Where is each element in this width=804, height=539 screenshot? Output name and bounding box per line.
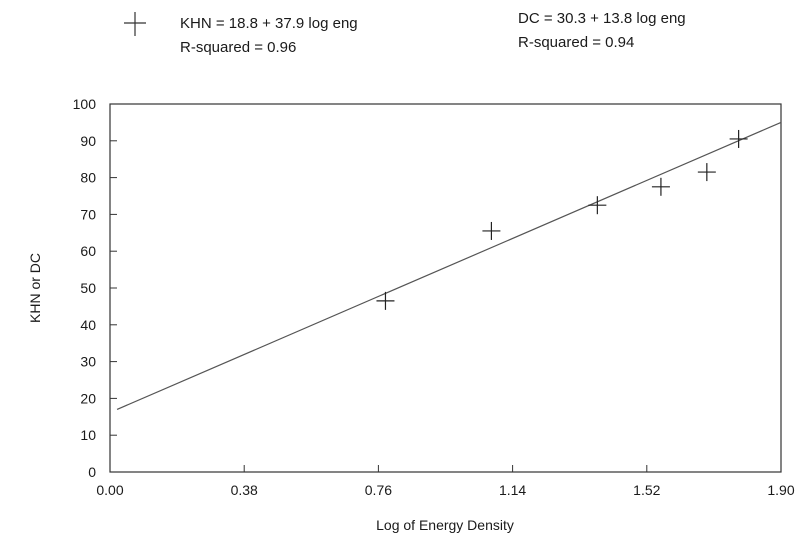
data-point [588, 196, 607, 215]
data-points [376, 129, 748, 310]
x-axis-label: Log of Energy Density [376, 517, 514, 533]
y-tick-label: 100 [73, 96, 97, 112]
x-tick-label: 0.76 [365, 482, 392, 498]
y-tick-label: 80 [80, 170, 96, 186]
x-tick-label: 1.90 [767, 482, 794, 498]
legend-khn-rsquared: R-squared = 0.96 [180, 39, 296, 56]
fit-line-group [116, 121, 782, 410]
fit-line [116, 121, 782, 410]
x-axis: 0.00 0.38 0.76 1.14 1.52 1.90 [96, 465, 795, 498]
data-point [697, 163, 716, 182]
legend-dc-rsquared: R-squared = 0.94 [518, 34, 634, 51]
plot-frame [109, 103, 782, 473]
y-tick-label: 40 [80, 317, 96, 333]
data-point [376, 291, 395, 310]
data-point [482, 221, 501, 240]
y-tick-label: 0 [88, 464, 96, 480]
x-tick-label: 0.00 [96, 482, 123, 498]
data-point [651, 177, 670, 196]
x-tick-label: 0.38 [231, 482, 258, 498]
y-tick-label: 90 [80, 133, 96, 149]
legend-dc-equation: DC = 30.3 + 13.8 log eng [518, 10, 686, 27]
y-tick-label: 10 [80, 427, 96, 443]
legend: KHN = 18.8 + 37.9 log eng R-squared = 0.… [124, 10, 686, 56]
x-tick-label: 1.52 [633, 482, 660, 498]
y-axis: 0 10 20 30 40 50 60 70 80 90 100 [73, 96, 117, 480]
data-point [729, 129, 748, 148]
y-tick-label: 30 [80, 354, 96, 370]
y-axis-label: KHN or DC [27, 253, 43, 323]
y-tick-label: 20 [80, 390, 96, 406]
y-tick-label: 70 [80, 206, 96, 222]
legend-khn-equation: KHN = 18.8 + 37.9 log eng [180, 15, 358, 32]
legend-marker-plus-icon [124, 12, 146, 36]
x-tick-label: 1.14 [499, 482, 526, 498]
y-tick-label: 60 [80, 243, 96, 259]
y-tick-label: 50 [80, 280, 96, 296]
